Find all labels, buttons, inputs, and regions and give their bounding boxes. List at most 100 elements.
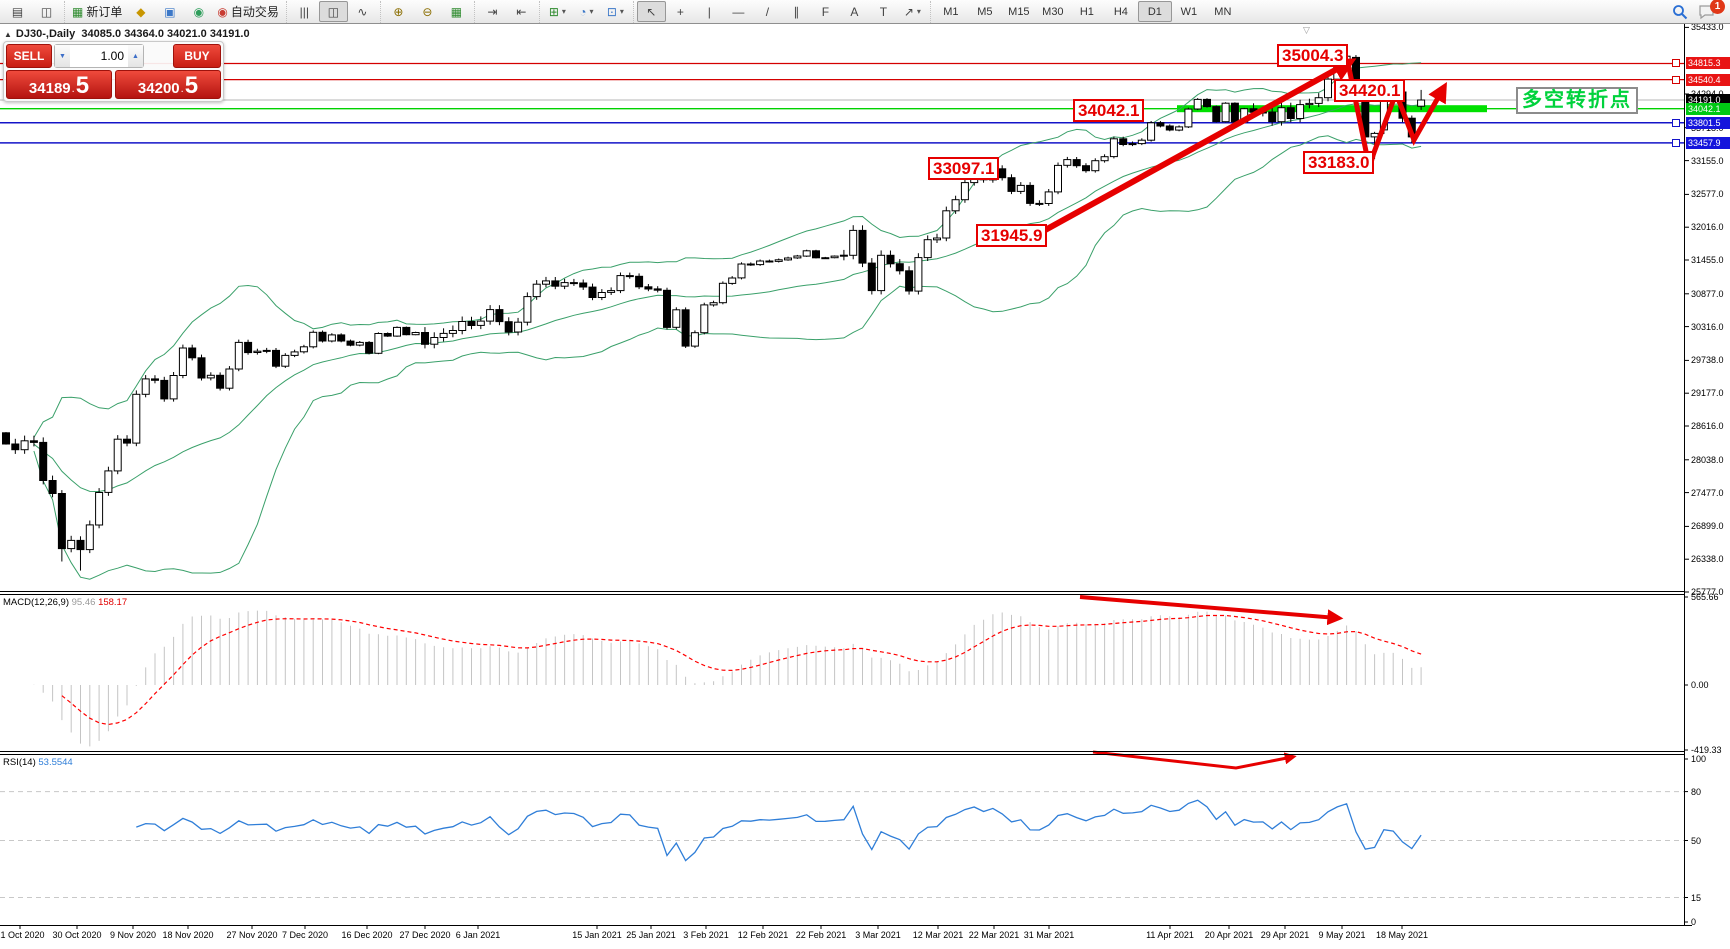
- tf-h4[interactable]: H4: [1113, 5, 1128, 18]
- macd-scale-label: 565.66: [1691, 592, 1719, 602]
- tf-m15[interactable]: M15: [1008, 5, 1030, 18]
- line-handle[interactable]: [1672, 59, 1680, 68]
- date-tick-label: 29 Apr 2021: [1260, 930, 1310, 940]
- chart-shift-marker[interactable]: ▽: [1303, 25, 1310, 35]
- template-selector-icon: ⊡: [606, 4, 617, 19]
- main-toolbar: ▤ ◫ ▦ 新订单 ◆ ▣ ◉ ◉ 自动交易 ||| ◫ ∿ ⊕ ⊖ ▦ ⇥ ⇤ ⊞ ▾ ◔ ▾ ⊡ ▾ ↖ + | — / ∥ F A T ↗…: [0, 0, 1730, 24]
- buy-button[interactable]: BUY: [173, 44, 221, 68]
- price-annotation[interactable]: 33183.0: [1303, 151, 1375, 174]
- volume-decrease-button[interactable]: ▼: [55, 45, 70, 67]
- zoom-in[interactable]: ⊕: [384, 1, 413, 22]
- vertical-line-tool[interactable]: |: [695, 1, 724, 22]
- price-tick-label: 33155.0: [1691, 155, 1724, 166]
- trend-arrow-2[interactable]: [1366, 82, 1447, 167]
- turning-point-note[interactable]: 多空转折点: [1516, 87, 1638, 114]
- chart-shift[interactable]: ⇤: [507, 1, 536, 22]
- rsi-scale-label: 80: [1691, 786, 1702, 797]
- ask-frac: 5: [184, 72, 199, 99]
- toolbar-button-groups: ▤ ◫ ▦ 新订单 ◆ ▣ ◉ ◉ 自动交易 ||| ◫ ∿ ⊕ ⊖ ▦ ⇥ ⇤ ⊞ ▾ ◔ ▾ ⊡ ▾ ↖ + | — / ∥ F A T ↗…: [0, 0, 1243, 23]
- fibonacci-tool[interactable]: F: [811, 1, 840, 22]
- price-tick-label: 34294.0: [1691, 89, 1724, 99]
- bid-price[interactable]: 34189 . 5: [6, 70, 112, 99]
- trend-arrow-4[interactable]: [1092, 750, 1297, 770]
- price-tick-label: 35433.0: [1691, 22, 1724, 33]
- new-chart-icon: ▤: [11, 4, 24, 19]
- arrows-tool[interactable]: ↗ ▾: [898, 1, 927, 22]
- new-order-button[interactable]: ▦ 新订单: [68, 1, 126, 22]
- tf-w1[interactable]: W1: [1180, 5, 1198, 18]
- candlestick-series: [2, 52, 1426, 571]
- tf-m30[interactable]: M30: [1042, 5, 1064, 18]
- dropdown-caret-icon: ▾: [561, 7, 566, 16]
- volume-increase-button[interactable]: ▲: [128, 45, 143, 67]
- tf-d1[interactable]: D1: [1137, 1, 1172, 22]
- price-annotation[interactable]: 33097.1: [928, 157, 1000, 180]
- line-handle[interactable]: [1672, 138, 1680, 147]
- toolbar-group: ⊞ ▾ ◔ ▾ ⊡ ▾: [538, 0, 633, 23]
- bid-main: 34189: [28, 80, 71, 97]
- tf-m5[interactable]: M5: [977, 5, 993, 18]
- market-watch[interactable]: ▣: [155, 1, 184, 22]
- period-selector[interactable]: ◔ ▾: [572, 1, 601, 22]
- date-tick-label: 31 Mar 2021: [1023, 930, 1075, 940]
- signals[interactable]: ◉: [184, 1, 213, 22]
- chart-canvas[interactable]: [0, 24, 1730, 949]
- trend-arrow-0[interactable]: [1036, 58, 1357, 237]
- volume-control: ▼ ▲: [54, 44, 144, 68]
- date-tick-label: 16 Dec 2020: [341, 930, 393, 940]
- market-watch-icon: ▣: [164, 4, 176, 19]
- arrows-tool-icon: ↗: [903, 4, 914, 19]
- volume-input[interactable]: [70, 48, 128, 64]
- price-annotation[interactable]: 34420.1: [1334, 79, 1406, 102]
- rsi-line: [136, 799, 1422, 862]
- collapse-icon[interactable]: ▲: [4, 30, 12, 39]
- macd-signal-line: [61, 614, 1422, 726]
- price-annotation[interactable]: 31945.9: [976, 224, 1048, 247]
- price-tag: 34042.1: [1686, 102, 1730, 115]
- tf-mn[interactable]: MN: [1214, 5, 1232, 18]
- search-icon[interactable]: [1672, 4, 1688, 20]
- bar-chart-mode[interactable]: |||: [290, 1, 319, 22]
- new-chart[interactable]: ▤: [3, 1, 32, 22]
- crosshair-tool[interactable]: +: [666, 1, 695, 22]
- zoom-out[interactable]: ⊖: [413, 1, 442, 22]
- template-selector[interactable]: ⊡ ▾: [601, 1, 630, 22]
- line-handle[interactable]: [1672, 75, 1680, 84]
- price-tick-label: 30877.0: [1691, 288, 1724, 299]
- sell-button[interactable]: SELL: [6, 44, 52, 68]
- bollinger-upper: [33, 62, 1422, 438]
- toolbar-group: M1 M5 M15 M30 H1 H4 D1 W1 MN: [929, 0, 1243, 23]
- auto-scroll[interactable]: ⇥: [478, 1, 507, 22]
- price-tick-label: 31455.0: [1691, 255, 1724, 265]
- symbol-period: DJ30-,Daily: [15, 28, 76, 40]
- candlestick-chart-mode[interactable]: ◫: [318, 1, 348, 22]
- rsi-scale-label: 50: [1691, 835, 1702, 846]
- date-tick-label: 12 Feb 2021: [737, 930, 789, 940]
- history-center[interactable]: ◆: [126, 1, 155, 22]
- dropdown-caret-icon: ▾: [916, 7, 921, 16]
- label-tool[interactable]: T: [869, 1, 898, 22]
- add-indicator[interactable]: ⊞ ▾: [543, 1, 572, 22]
- ask-price[interactable]: 34200 . 5: [115, 70, 221, 99]
- autotrading-button[interactable]: ◉ 自动交易: [213, 1, 283, 22]
- notifications-icon[interactable]: 1: [1698, 0, 1725, 20]
- price-annotation[interactable]: 35004.3: [1277, 44, 1349, 67]
- price-tick-label: 29738.0: [1691, 355, 1724, 366]
- tf-m1[interactable]: M1: [943, 5, 959, 18]
- trend-arrow-3[interactable]: [1079, 595, 1344, 626]
- trendline-tool[interactable]: /: [753, 1, 782, 22]
- chart-profiles[interactable]: ◫: [32, 1, 61, 22]
- tile-windows[interactable]: ▦: [442, 1, 471, 22]
- chart-window[interactable]: ▲ DJ30-,Daily 34085.0 34364.0 34021.0 341…: [0, 22, 1730, 949]
- channel-tool[interactable]: ∥: [782, 1, 811, 22]
- horizontal-line-tool[interactable]: —: [724, 1, 753, 22]
- price-tick-label: 27477.0: [1691, 487, 1724, 498]
- ohlc-high: 34364.0: [124, 28, 164, 40]
- line-chart-mode[interactable]: ∿: [348, 1, 377, 22]
- tf-h1[interactable]: H1: [1079, 5, 1094, 18]
- line-handle[interactable]: [1672, 118, 1680, 127]
- support-band[interactable]: [1177, 105, 1487, 113]
- price-annotation[interactable]: 34042.1: [1073, 99, 1145, 122]
- text-tool[interactable]: A: [840, 1, 869, 22]
- cursor-tool[interactable]: ↖: [636, 1, 666, 22]
